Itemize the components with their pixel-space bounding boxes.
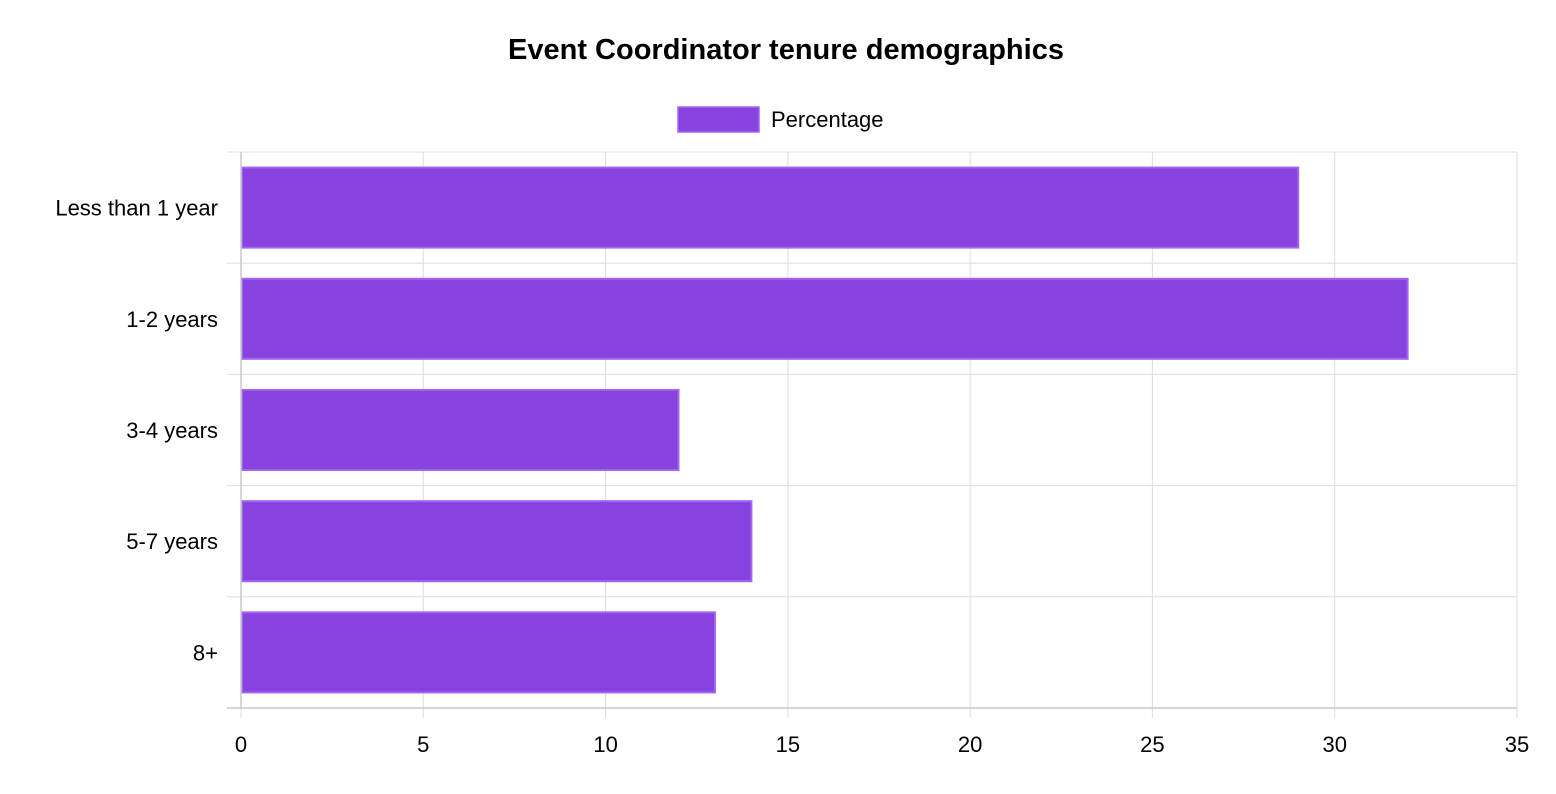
- y-tick-label: 1-2 years: [126, 307, 218, 332]
- bar[interactable]: [241, 500, 753, 583]
- x-tick-label: 0: [235, 732, 247, 757]
- legend-swatch: [677, 106, 760, 133]
- x-tick-label: 15: [776, 732, 800, 757]
- y-axis-tick-labels: Less than 1 year 1-2 years 3-4 years 5-7 ye…: [55, 196, 218, 666]
- x-tick-label: 35: [1505, 732, 1529, 757]
- bar[interactable]: [241, 388, 680, 472]
- x-tick-label: 25: [1140, 732, 1164, 757]
- x-tick-label: 30: [1322, 732, 1346, 757]
- y-tick-label: 3-4 years: [126, 418, 218, 443]
- x-tick-label: 10: [593, 732, 617, 757]
- y-tick-label: 8+: [193, 640, 218, 665]
- x-tick-label: 5: [417, 732, 429, 757]
- bars: [241, 166, 1409, 694]
- y-tick-label: 5-7 years: [126, 529, 218, 554]
- bar[interactable]: [241, 166, 1300, 249]
- x-axis-tick-labels: 0 5 10 15 20 25 30 35: [235, 732, 1529, 757]
- chart-title: Event Coordinator tenure demographics: [508, 34, 1064, 66]
- bar[interactable]: [241, 611, 716, 694]
- bar[interactable]: [241, 277, 1409, 360]
- legend[interactable]: Percentage: [677, 106, 884, 133]
- legend-label: Percentage: [771, 107, 884, 132]
- x-tick-label: 20: [958, 732, 982, 757]
- axes: [227, 152, 1517, 709]
- y-tick-label: Less than 1 year: [55, 196, 218, 221]
